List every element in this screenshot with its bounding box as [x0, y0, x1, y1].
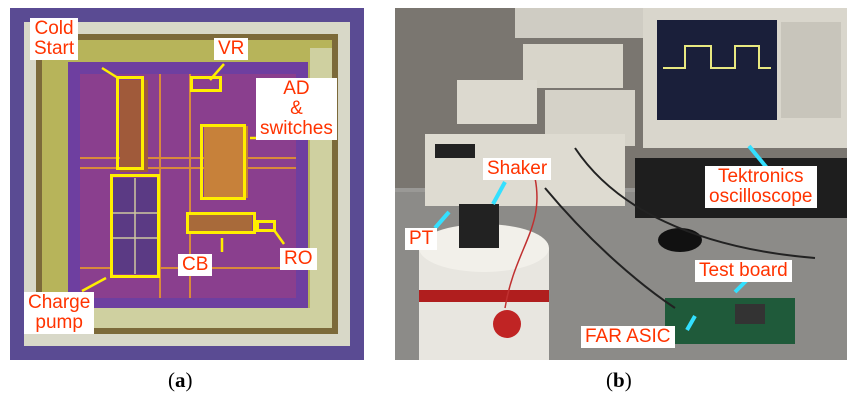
shaker-label: Shaker [483, 158, 552, 180]
caption-b: (b) [606, 368, 632, 392]
charge-pump-box [110, 174, 160, 278]
ro-label: RO [280, 248, 317, 270]
cb-label: CB [178, 254, 213, 276]
test-board-label: Test board [695, 260, 792, 282]
ad-switches-box [200, 124, 246, 200]
test-setup-photo [395, 8, 847, 360]
vr-label: VR [214, 38, 249, 60]
chip-micrograph-panel: Cold Start VR AD & switches CB RO Charge… [10, 8, 364, 360]
charge-pump-label: Charge pump [24, 292, 95, 334]
ro-box [256, 220, 276, 232]
tektronics-oscilloscope-label: Tektronics oscilloscope [705, 166, 817, 208]
vr-box [190, 76, 222, 92]
test-setup-panel: Shaker PT Tektronics oscilloscope Test b… [395, 8, 847, 360]
cold-start-label: Cold Start [30, 18, 79, 60]
cb-box [186, 212, 256, 234]
pt-label: PT [405, 228, 438, 250]
cold-start-box [116, 76, 144, 170]
far-asic-label: FAR ASIC [581, 326, 675, 348]
ad-switches-label: AD & switches [256, 78, 337, 140]
caption-a: (a) [168, 368, 193, 392]
